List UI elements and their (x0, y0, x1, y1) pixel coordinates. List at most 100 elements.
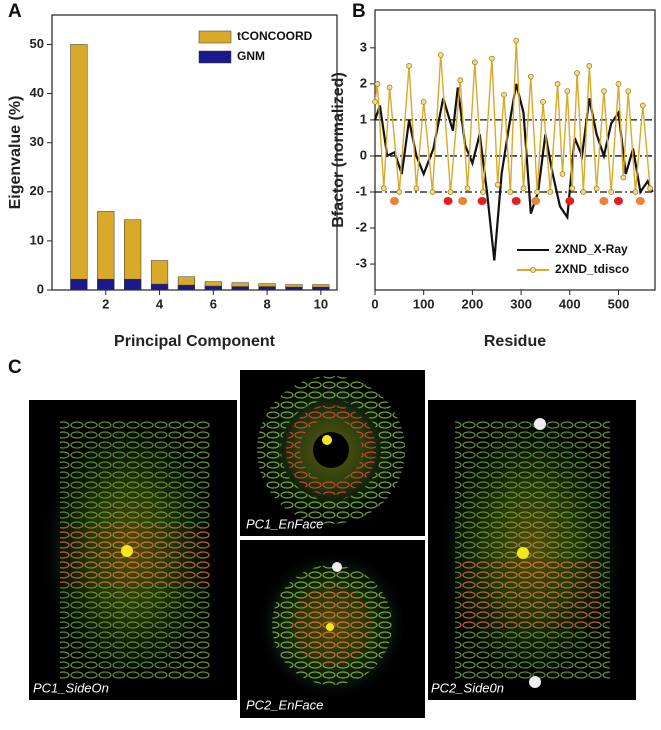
marker-dot (531, 196, 541, 205)
point (534, 189, 541, 195)
y-tick-label: -1 (355, 183, 367, 198)
point (380, 185, 387, 192)
marker-dot (511, 196, 521, 205)
marker-dot (565, 196, 575, 205)
point (554, 81, 561, 87)
bar (258, 286, 276, 291)
y-tick-label: -2 (355, 219, 367, 234)
y-tick-label: 0 (37, 281, 44, 296)
point (620, 174, 627, 181)
bar (124, 278, 142, 291)
y-axis-label: Bfactor (normalized) (330, 72, 347, 228)
bar (97, 211, 115, 291)
point (601, 88, 607, 94)
y-tick-label: 30 (30, 134, 44, 149)
x-tick-label: 300 (510, 296, 532, 311)
bar (150, 283, 169, 291)
point (501, 91, 507, 98)
point (569, 185, 576, 192)
x-tick-label: 100 (413, 296, 435, 311)
point (457, 77, 464, 84)
bar (231, 286, 249, 291)
x-tick-label: 8 (263, 296, 270, 311)
y-tick-label: 3 (360, 39, 367, 54)
panel-label: B (352, 1, 366, 22)
point (593, 185, 600, 192)
y-tick-label: 50 (30, 36, 44, 51)
image-label: PC2_EnFace (246, 697, 323, 712)
image-label: PC1_EnFace (246, 516, 323, 531)
point (489, 55, 495, 62)
x-tick-label: 200 (462, 296, 484, 311)
bar (204, 285, 222, 291)
point (547, 189, 554, 195)
marker-dot (458, 196, 468, 205)
legend-swatch (530, 267, 536, 273)
point (615, 81, 622, 87)
point (480, 189, 486, 195)
legend-swatch (198, 30, 232, 44)
bar (312, 286, 330, 291)
x-axis-label: Residue (484, 333, 546, 350)
point (513, 37, 520, 44)
bar (70, 44, 88, 291)
x-tick-label: 400 (559, 296, 581, 311)
y-tick-label: 20 (30, 183, 44, 198)
point (372, 99, 378, 105)
marker-dot (599, 196, 609, 205)
y-tick-label: 40 (30, 85, 44, 100)
marker-dot (443, 196, 453, 205)
bar (70, 278, 88, 291)
y-axis-label: Eigenvalue (%) (7, 96, 24, 210)
x-tick-label: 500 (608, 296, 630, 311)
point (580, 189, 587, 195)
plot-frame (374, 9, 656, 291)
point (559, 171, 566, 177)
point (396, 189, 403, 195)
point (374, 81, 381, 87)
point (413, 185, 420, 192)
point (625, 88, 632, 94)
point (632, 189, 639, 195)
image-label: PC1_SideOn (33, 680, 109, 695)
bar (285, 286, 303, 291)
point (406, 63, 412, 69)
structure-image: PC1_SideOn (29, 400, 237, 700)
y-tick-label: -3 (355, 255, 367, 270)
x-tick-label: 2 (102, 296, 109, 311)
point (471, 59, 478, 66)
structure-image: PC1_EnFace (240, 370, 425, 536)
marker-dot (389, 196, 399, 205)
legend-label: 2XND_tdisco (555, 262, 629, 276)
point (494, 181, 501, 188)
plot-frame (51, 14, 338, 291)
y-tick-label: 10 (30, 232, 44, 247)
panel-label: A (8, 1, 22, 22)
x-axis-label: Principal Component (114, 333, 276, 350)
point (520, 185, 527, 192)
marker-dot (477, 196, 487, 205)
point (437, 52, 444, 58)
structure-image: PC2_Side0n (428, 400, 636, 700)
point (639, 102, 646, 109)
x-tick-label: 0 (371, 296, 378, 311)
point (564, 88, 571, 94)
point (386, 84, 393, 91)
marker-dot (613, 196, 623, 205)
point (527, 73, 534, 80)
point (447, 189, 454, 195)
x-tick-label: 10 (314, 296, 328, 311)
image-label: PC2_Side0n (431, 680, 504, 695)
x-tick-label: 6 (210, 296, 217, 311)
y-tick-label: 2 (360, 75, 367, 90)
point (647, 185, 653, 192)
x-tick-label: 4 (156, 296, 164, 311)
point (429, 189, 436, 195)
legend-label: tCONCOORD (237, 29, 313, 43)
point (540, 99, 546, 105)
bar (177, 284, 196, 291)
point (420, 99, 427, 105)
series-line (374, 40, 651, 193)
